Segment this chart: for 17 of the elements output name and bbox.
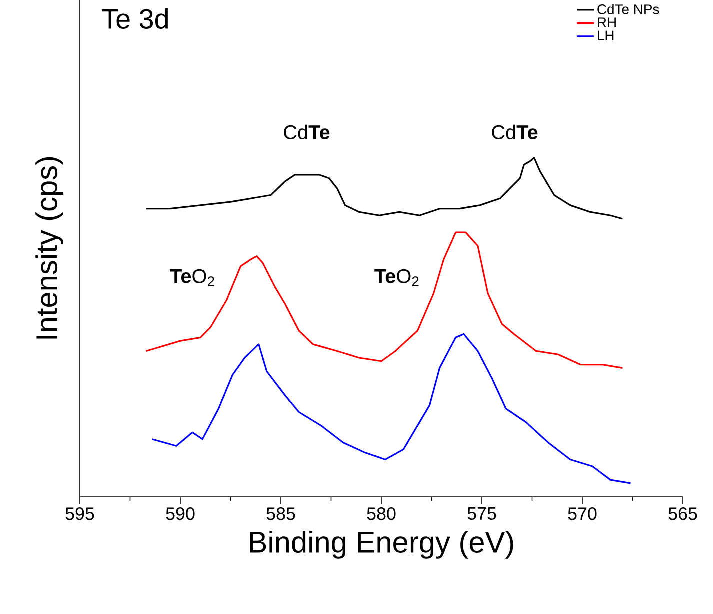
annotation: TeO$_{2}$: [170, 269, 214, 286]
legend-label: LH: [598, 30, 614, 40]
x-tick-label: 585: [266, 508, 296, 520]
annotation: TeO$_{2}$: [374, 269, 419, 286]
x-axis-title: Binding Energy (eV): [250, 531, 514, 559]
legend-label: CdTe NPs: [598, 4, 660, 14]
x-tick-label: 575: [468, 508, 496, 520]
text: CdTe: [492, 124, 538, 140]
x-tick-label: 595: [66, 508, 94, 520]
text: Te 3d: [102, 8, 168, 29]
legend-label: RH: [598, 18, 616, 28]
y-axis-title: Intensity (cps): [36, 157, 64, 339]
text: CdTe: [284, 124, 330, 140]
x-tick-label: 580: [367, 508, 396, 520]
x-tick-label: 570: [568, 508, 597, 520]
x-tick-label: 565: [668, 508, 698, 520]
x-tick-label: 590: [166, 508, 195, 520]
